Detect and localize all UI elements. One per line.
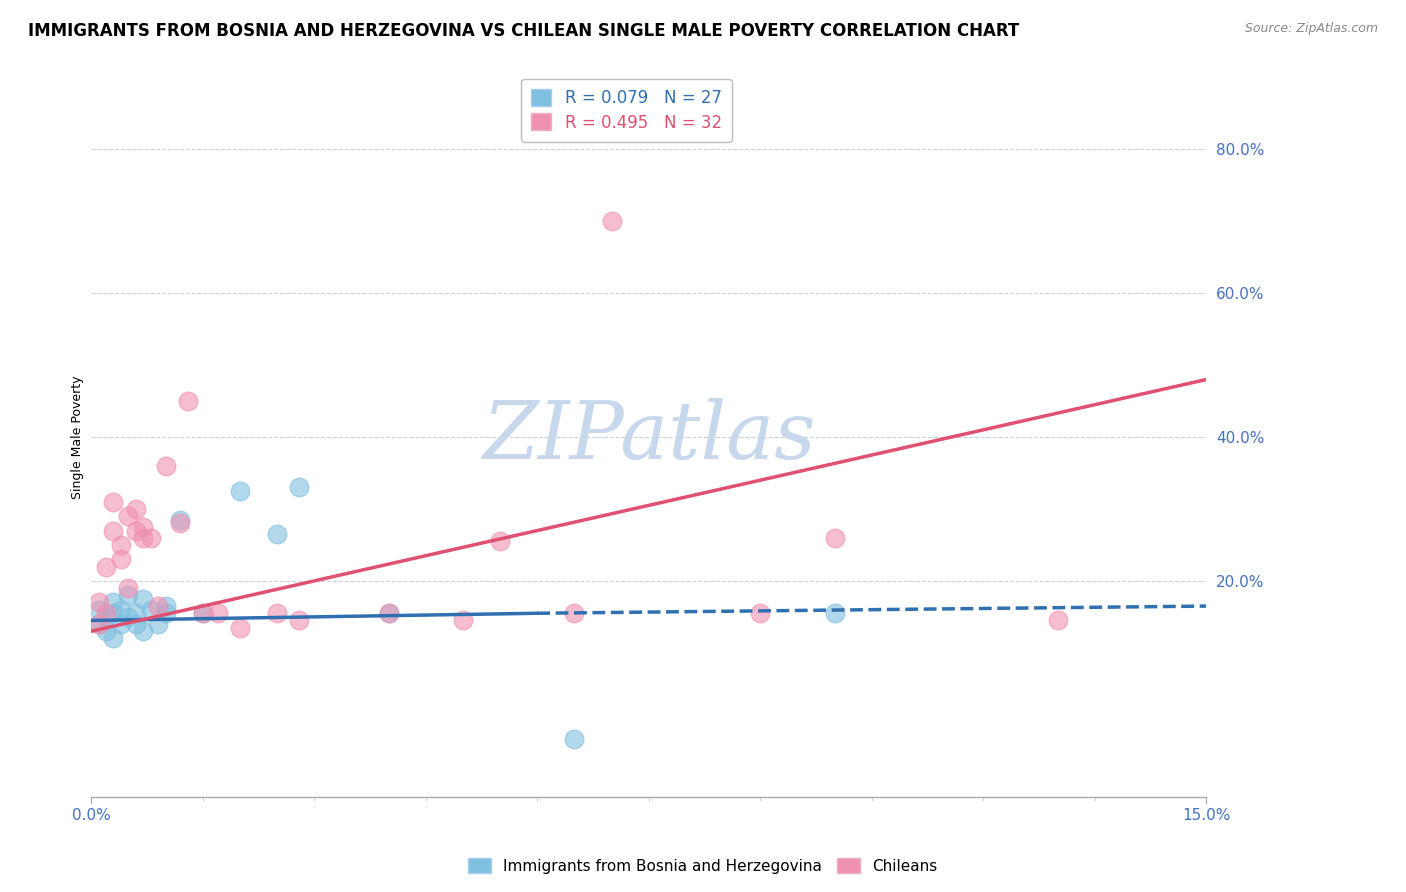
Point	[155, 599, 177, 613]
Point	[288, 480, 311, 494]
Text: Source: ZipAtlas.com: Source: ZipAtlas.com	[1244, 22, 1378, 36]
Point	[132, 591, 155, 606]
Point	[749, 607, 772, 621]
Point	[110, 552, 132, 566]
Point	[125, 502, 148, 516]
Point	[125, 607, 148, 621]
Point	[94, 624, 117, 639]
Point	[110, 617, 132, 632]
Point	[103, 607, 125, 621]
Point	[288, 614, 311, 628]
Point	[103, 524, 125, 538]
Point	[139, 602, 162, 616]
Point	[155, 607, 177, 621]
Point	[117, 610, 139, 624]
Point	[103, 495, 125, 509]
Point	[451, 614, 474, 628]
Point	[169, 516, 191, 531]
Point	[207, 607, 229, 621]
Point	[103, 632, 125, 646]
Point	[103, 595, 125, 609]
Point	[132, 520, 155, 534]
Point	[87, 617, 110, 632]
Point	[191, 607, 214, 621]
Point	[110, 602, 132, 616]
Point	[117, 588, 139, 602]
Point	[377, 607, 399, 621]
Point	[87, 602, 110, 616]
Point	[94, 610, 117, 624]
Point	[191, 607, 214, 621]
Point	[117, 581, 139, 595]
Point	[146, 599, 169, 613]
Point	[132, 624, 155, 639]
Point	[229, 483, 252, 498]
Point	[146, 617, 169, 632]
Legend: Immigrants from Bosnia and Herzegovina, Chileans: Immigrants from Bosnia and Herzegovina, …	[463, 852, 943, 880]
Point	[824, 531, 846, 545]
Text: ZIPatlas: ZIPatlas	[482, 399, 815, 475]
Point	[139, 531, 162, 545]
Point	[489, 534, 512, 549]
Point	[266, 527, 288, 541]
Point	[125, 524, 148, 538]
Point	[94, 607, 117, 621]
Point	[564, 732, 586, 747]
Legend: R = 0.079   N = 27, R = 0.495   N = 32: R = 0.079 N = 27, R = 0.495 N = 32	[522, 78, 731, 142]
Point	[266, 607, 288, 621]
Point	[117, 509, 139, 524]
Point	[229, 621, 252, 635]
Point	[132, 531, 155, 545]
Point	[564, 607, 586, 621]
Point	[177, 394, 200, 409]
Point	[125, 617, 148, 632]
Point	[94, 559, 117, 574]
Point	[824, 607, 846, 621]
Point	[87, 617, 110, 632]
Point	[87, 595, 110, 609]
Point	[1046, 614, 1069, 628]
Text: IMMIGRANTS FROM BOSNIA AND HERZEGOVINA VS CHILEAN SINGLE MALE POVERTY CORRELATIO: IMMIGRANTS FROM BOSNIA AND HERZEGOVINA V…	[28, 22, 1019, 40]
Point	[600, 214, 623, 228]
Point	[169, 513, 191, 527]
Y-axis label: Single Male Poverty: Single Male Poverty	[72, 376, 84, 499]
Point	[155, 458, 177, 473]
Point	[377, 607, 399, 621]
Point	[110, 538, 132, 552]
